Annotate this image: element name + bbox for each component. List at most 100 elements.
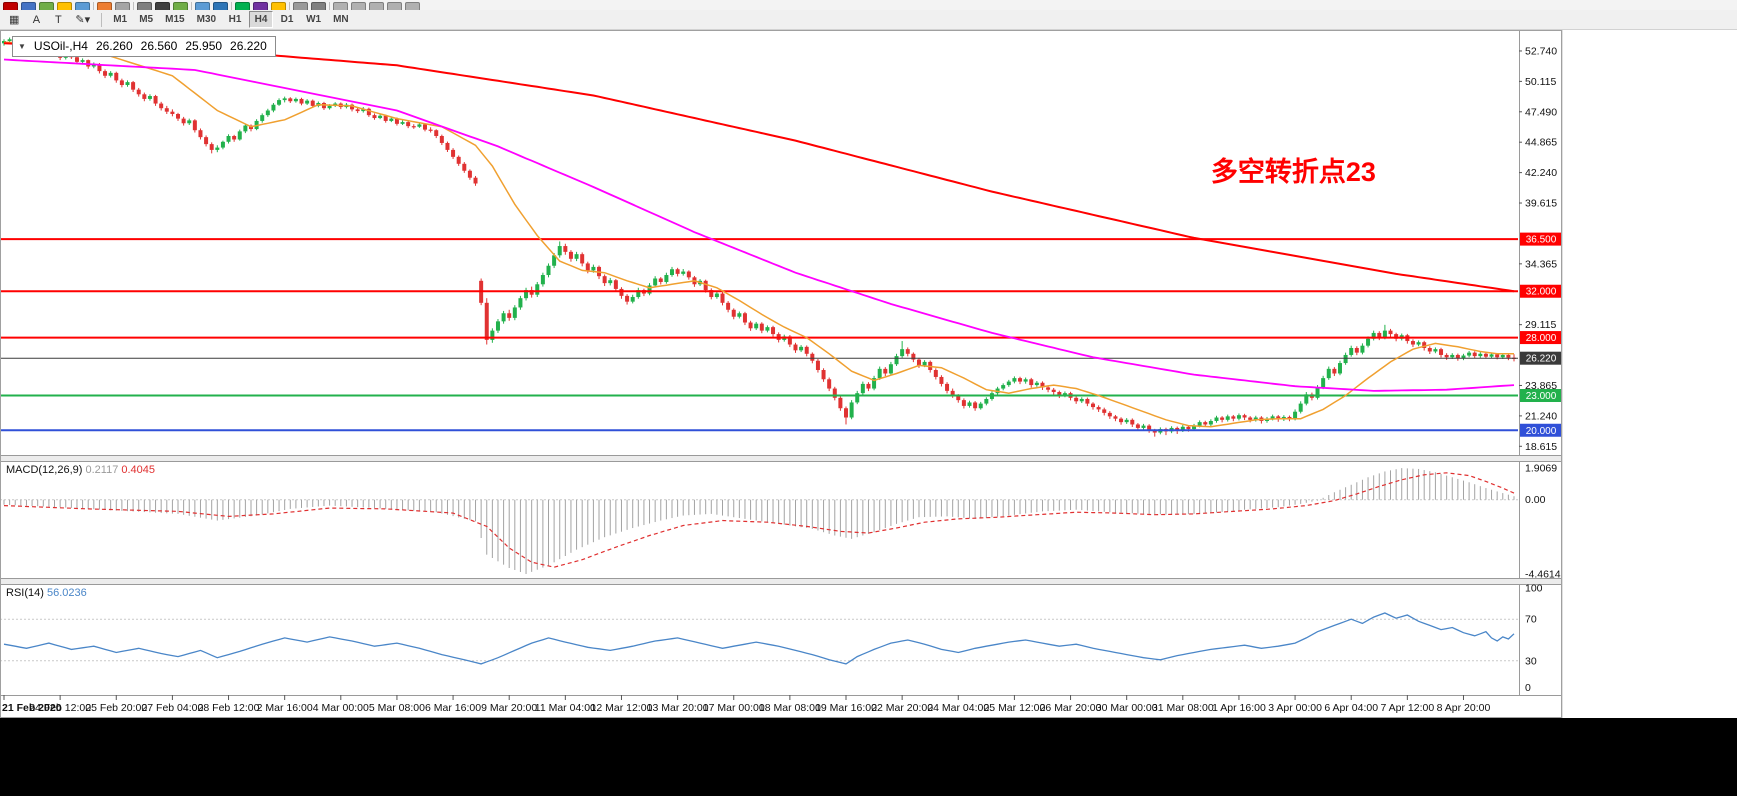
candle (1046, 385, 1051, 393)
candle (192, 119, 197, 133)
price-tag: 32.000 (1520, 284, 1562, 298)
candle (1102, 407, 1107, 416)
new-chart-icon[interactable] (97, 2, 112, 10)
candle (754, 321, 759, 331)
chart-title-low: 25.950 (185, 39, 223, 53)
panel-separator[interactable] (0, 455, 1562, 462)
candle (1354, 346, 1359, 356)
time-label: 6 Mar 16:00 (425, 702, 481, 714)
price-axis[interactable]: 18.615 21.240 23.865 29.115 34.365 39.615 42.2… (1519, 45, 1562, 453)
timeframe-d1-button[interactable]: D1 (275, 11, 299, 28)
time-label: 24 Feb 12:00 (29, 702, 91, 714)
time-label: 13 Mar 20:00 (647, 702, 709, 714)
time-label: 1 Apr 16:00 (1212, 702, 1266, 714)
timeframe-h4-button[interactable]: H4 (249, 11, 274, 28)
price-tick-label: 42.240 (1525, 167, 1557, 179)
chart-background (0, 30, 1562, 718)
candle (815, 359, 820, 373)
candle (445, 141, 450, 152)
candle (872, 375, 877, 391)
timeframe-w1-button[interactable]: W1 (301, 11, 326, 28)
candle (669, 266, 674, 277)
candle (355, 107, 360, 114)
time-label: 17 Mar 00:00 (703, 702, 765, 714)
charts-bar-icon[interactable] (137, 2, 152, 10)
metaeditor-icon[interactable] (271, 2, 286, 10)
trendline-tool-icon[interactable] (369, 2, 384, 10)
text-label-tool-button[interactable]: A (26, 11, 46, 28)
navigator-icon[interactable] (57, 2, 72, 10)
timeframe-m5-button[interactable]: M5 (134, 11, 158, 28)
candle (389, 117, 394, 123)
ma-mid-magenta[interactable] (3, 58, 1515, 392)
candle (507, 309, 512, 321)
candle (1096, 405, 1101, 412)
charts-candlestick-icon[interactable] (155, 2, 170, 10)
candle (378, 114, 383, 120)
candle (1332, 367, 1337, 377)
ma-fast-orange[interactable] (3, 41, 1514, 428)
candle (1388, 328, 1393, 337)
time-label: 27 Feb 04:00 (141, 702, 203, 714)
candle (1051, 387, 1056, 395)
equidistant-channel-tool-icon[interactable] (387, 2, 402, 10)
chart-annotation-text[interactable]: 多空转折点23 (1211, 156, 1376, 187)
text-tool-button[interactable]: T (48, 11, 68, 28)
candle (204, 135, 209, 147)
price-tick-label: 21.240 (1525, 410, 1557, 422)
time-label: 26 Mar 20:00 (1040, 702, 1102, 714)
panel-separator[interactable] (0, 578, 1562, 585)
timeframe-mn-button[interactable]: MN (328, 11, 354, 28)
timeframe-h1-button[interactable]: H1 (223, 11, 247, 28)
candle (1343, 352, 1348, 365)
market-watch-icon[interactable] (21, 2, 36, 10)
cursor-tool-icon[interactable] (293, 2, 308, 10)
time-label: 31 Mar 08:00 (1152, 702, 1214, 714)
chart-profiles-icon[interactable] (115, 2, 130, 10)
candle (1225, 414, 1230, 422)
candle (1360, 343, 1365, 355)
candle (714, 291, 719, 299)
candle (181, 116, 186, 126)
time-label: 4 Mar 00:00 (313, 702, 369, 714)
candle (709, 288, 714, 300)
candle (855, 390, 860, 405)
horizontal-line-tool-icon[interactable] (351, 2, 366, 10)
draw-tools-dropdown-button[interactable]: ✎▾ (70, 11, 95, 28)
candle (1483, 352, 1488, 359)
fibonacci-tool-icon[interactable] (405, 2, 420, 10)
crosshair-tool-icon[interactable] (311, 2, 326, 10)
time-label: 11 Mar 04:00 (535, 702, 596, 714)
new-order-icon[interactable] (3, 2, 18, 10)
time-label: 25 Feb 20:00 (85, 702, 147, 714)
charts-line-icon[interactable] (173, 2, 188, 10)
timeframe-m15-button[interactable]: M15 (160, 11, 189, 28)
candle (933, 368, 938, 380)
candle (961, 398, 966, 409)
candle (765, 325, 770, 333)
levels-layer[interactable] (0, 238, 1518, 432)
vertical-line-tool-icon[interactable] (333, 2, 348, 10)
grid-tool-button[interactable]: ▦ (4, 11, 24, 28)
price-chart[interactable]: 多空转折点23 1.9069 0.00 -4.4614 MACD(12,26,9) 0.… (0, 30, 1562, 718)
timeframe-m30-button[interactable]: M30 (192, 11, 221, 28)
zoom-in-icon[interactable] (195, 2, 210, 10)
chart-collapse-icon[interactable]: ▼ (18, 41, 26, 51)
terminal-icon[interactable] (75, 2, 90, 10)
candle (142, 92, 147, 102)
price-tick-label: 44.865 (1525, 137, 1557, 149)
candle (647, 283, 652, 296)
timeframe-m1-button[interactable]: M1 (108, 11, 132, 28)
strategy-tester-icon[interactable] (253, 2, 268, 10)
candle (613, 279, 618, 292)
data-window-icon[interactable] (39, 2, 54, 10)
candle (237, 129, 242, 141)
candle (428, 127, 433, 133)
candle (366, 107, 371, 117)
zoom-out-icon[interactable] (213, 2, 228, 10)
rsi-scale-label: 100 (1525, 583, 1543, 595)
candle (1467, 350, 1472, 358)
autotrading-icon[interactable] (235, 2, 250, 10)
candle (1001, 383, 1006, 391)
